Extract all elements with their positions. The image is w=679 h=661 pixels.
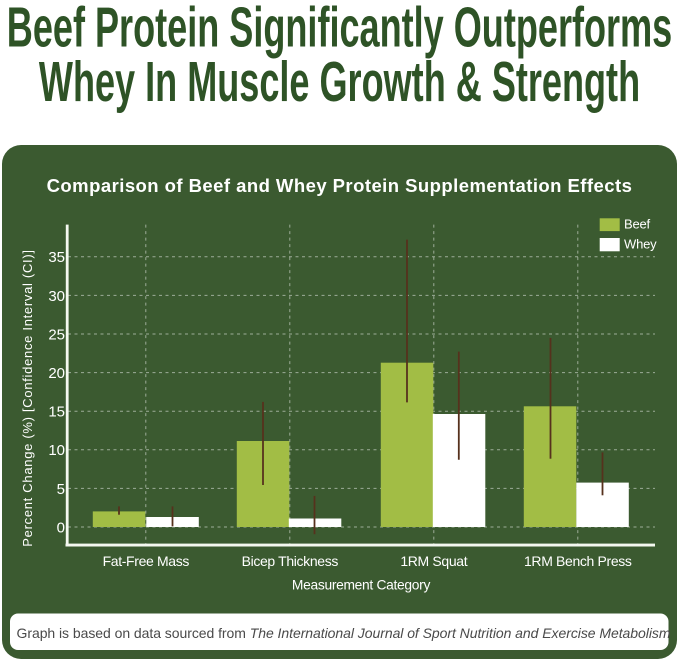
svg-text:15: 15 <box>48 404 65 421</box>
svg-text:Percent Change (%) [Confidence: Percent Change (%) [Confidence Interval … <box>20 249 35 546</box>
svg-text:20: 20 <box>48 365 65 382</box>
svg-text:1RM Bench Press: 1RM Bench Press <box>524 553 632 569</box>
svg-text:10: 10 <box>48 442 65 459</box>
svg-text:Graph is based on data sourced: Graph is based on data sourced from The … <box>17 625 671 641</box>
svg-text:Bicep Thickness: Bicep Thickness <box>242 553 339 569</box>
svg-text:25: 25 <box>48 326 65 343</box>
svg-text:Comparison of Beef and Whey Pr: Comparison of Beef and Whey Protein Supp… <box>47 175 633 196</box>
svg-text:Fat-Free Mass: Fat-Free Mass <box>103 553 190 569</box>
svg-text:Whey In Muscle Growth & Streng: Whey In Muscle Growth & Strength <box>39 51 640 114</box>
svg-text:Measurement Category: Measurement Category <box>292 578 431 593</box>
svg-text:1RM Squat: 1RM Squat <box>400 553 467 569</box>
svg-text:Beef Protein Significantly Out: Beef Protein Significantly Outperforms <box>7 0 672 60</box>
svg-text:5: 5 <box>57 481 65 498</box>
svg-text:Whey: Whey <box>624 237 657 252</box>
svg-text:35: 35 <box>48 249 65 266</box>
svg-text:30: 30 <box>48 288 65 305</box>
svg-text:Beef: Beef <box>624 216 651 231</box>
svg-text:0: 0 <box>57 519 65 536</box>
